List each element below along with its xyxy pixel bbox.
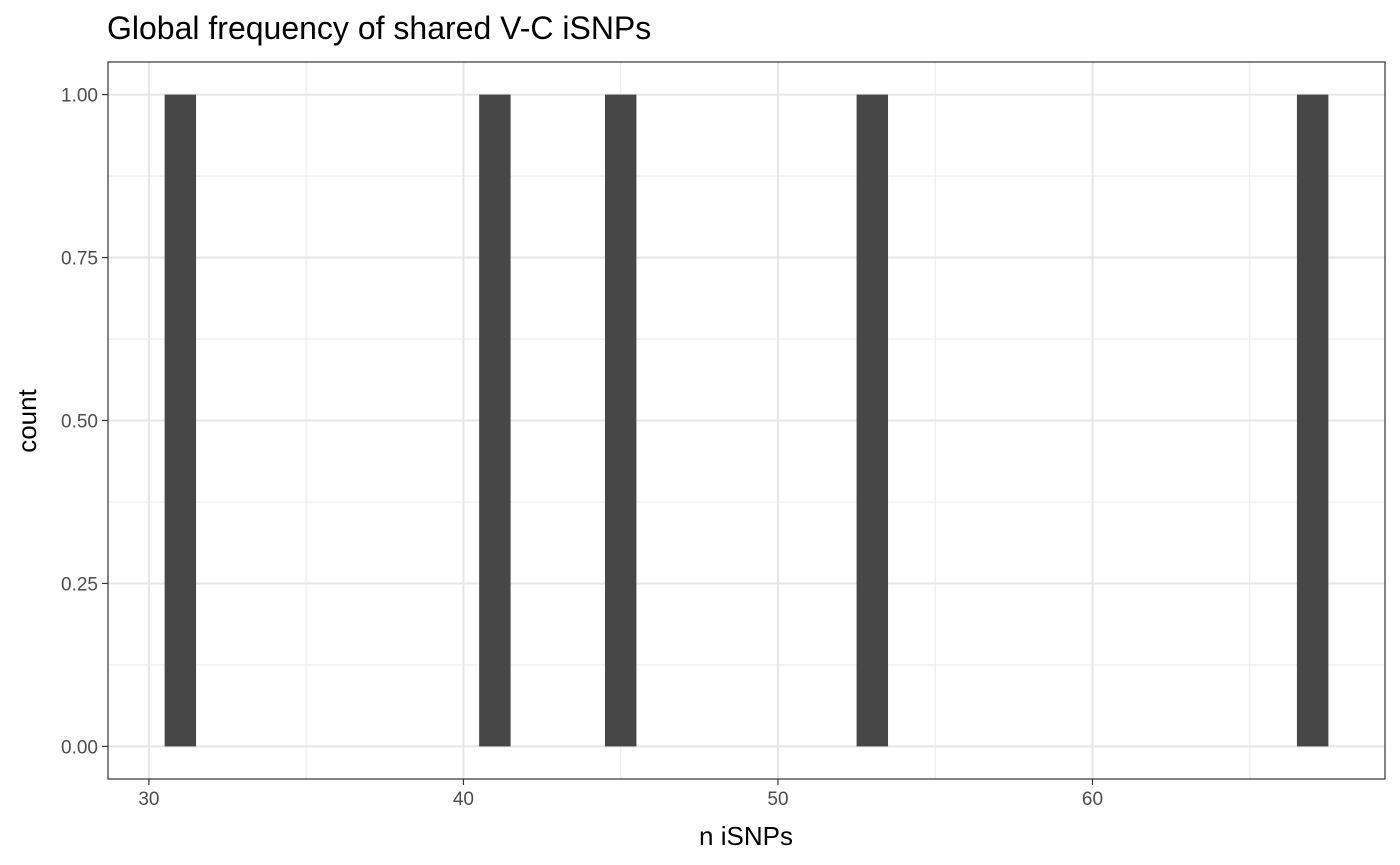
histogram-bar bbox=[856, 94, 889, 747]
x-axis-title: n iSNPs bbox=[699, 821, 793, 851]
histogram-bar bbox=[164, 94, 197, 747]
y-tick-label: 0.00 bbox=[61, 737, 98, 758]
y-tick-label: 1.00 bbox=[61, 86, 98, 107]
x-tick-label: 60 bbox=[1082, 789, 1103, 810]
x-axis: 30 40 50 60 bbox=[138, 779, 1103, 810]
major-gridlines bbox=[108, 62, 1385, 779]
y-axis-title: count bbox=[12, 388, 42, 452]
y-tick-label: 0.75 bbox=[61, 249, 98, 270]
y-tick-label: 0.50 bbox=[61, 412, 98, 433]
y-axis: 0.00 0.25 0.50 0.75 1.00 bbox=[61, 86, 108, 758]
histogram-bar bbox=[604, 94, 637, 747]
x-tick-label: 30 bbox=[138, 789, 159, 810]
x-tick-label: 50 bbox=[767, 789, 788, 810]
histogram-bar bbox=[1296, 94, 1329, 747]
y-tick-label: 0.25 bbox=[61, 574, 98, 595]
chart-title: Global frequency of shared V-C iSNPs bbox=[107, 10, 651, 46]
bars bbox=[164, 94, 1329, 747]
x-tick-label: 40 bbox=[453, 789, 474, 810]
histogram-bar bbox=[479, 94, 511, 747]
